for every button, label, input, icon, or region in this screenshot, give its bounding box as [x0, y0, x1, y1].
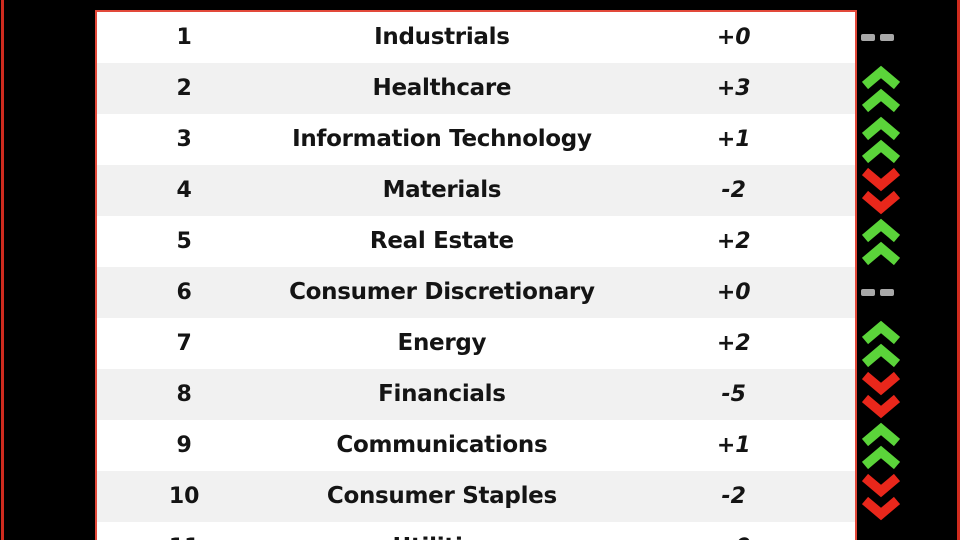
no-change-dash-icon — [861, 34, 899, 41]
change-cell: +0 — [612, 536, 855, 540]
sector-cell: Real Estate — [369, 228, 514, 254]
sector-cell: Energy — [397, 330, 487, 356]
double-chevron-up-icon — [861, 65, 901, 112]
change-cell: -2 — [721, 483, 746, 509]
movement-icon-slot — [858, 165, 958, 216]
rank-cell: 4 — [176, 177, 192, 203]
table-row: 6 Consumer Discretionary +0 — [97, 267, 855, 318]
change-cell: +2 — [716, 228, 751, 254]
change-cell: -5 — [721, 381, 746, 407]
sector-cell: Consumer Staples — [326, 483, 557, 509]
double-chevron-up-icon — [861, 116, 901, 163]
movement-icon-slot — [858, 420, 958, 471]
movement-icon-slot — [858, 216, 958, 267]
sector-rank-table: 1 Industrials +0 2 Healthcare +3 3 Information … — [95, 10, 857, 540]
movement-icon-column — [858, 12, 958, 540]
rank-cell: 6 — [176, 279, 192, 305]
rank-cell: 3 — [176, 126, 192, 152]
movement-icon-slot — [858, 471, 958, 522]
rank-cell: 11 — [97, 536, 271, 540]
rank-cell: 1 — [176, 24, 192, 50]
movement-icon-slot — [858, 114, 958, 165]
change-cell: +1 — [716, 126, 751, 152]
table-row: 5 Real Estate +2 — [97, 216, 855, 267]
rank-cell: 7 — [176, 330, 192, 356]
movement-icon-slot — [858, 63, 958, 114]
rank-cell: 8 — [176, 381, 192, 407]
change-cell: +1 — [716, 432, 751, 458]
movement-icon-slot — [858, 369, 958, 420]
table-row: 2 Healthcare +3 — [97, 63, 855, 114]
table-row: 7 Energy +2 — [97, 318, 855, 369]
double-chevron-up-icon — [861, 422, 901, 469]
movement-icon-slot — [858, 318, 958, 369]
page-right-border-line — [957, 0, 960, 540]
sector-cell: Materials — [382, 177, 502, 203]
rank-cell: 5 — [176, 228, 192, 254]
change-cell: +0 — [716, 279, 751, 305]
double-chevron-up-icon — [861, 320, 901, 367]
sector-cell: Communications — [336, 432, 548, 458]
table-row: 9 Communications +1 — [97, 420, 855, 471]
sector-cell: Healthcare — [372, 75, 512, 101]
double-chevron-down-icon — [861, 371, 901, 418]
sector-cell: Financials — [378, 381, 506, 407]
sector-cell: Information Technology — [292, 126, 592, 152]
table-row: 11Utilities+0 — [97, 522, 855, 540]
movement-icon-slot — [858, 267, 958, 318]
sector-cell: Utilities — [271, 536, 612, 540]
sector-cell: Industrials — [374, 24, 510, 50]
double-chevron-down-icon — [861, 473, 901, 520]
rank-cell: 10 — [168, 483, 200, 509]
no-change-dash-icon — [861, 289, 899, 296]
rank-cell: 2 — [176, 75, 192, 101]
double-chevron-down-icon — [861, 167, 901, 214]
table-row: 1 Industrials +0 — [97, 12, 855, 63]
double-chevron-up-icon — [861, 218, 901, 265]
change-cell: +0 — [716, 24, 751, 50]
movement-icon-slot — [858, 522, 958, 540]
table-row: 8 Financials -5 — [97, 369, 855, 420]
table-row: 4 Materials -2 — [97, 165, 855, 216]
table-row: 3 Information Technology +1 — [97, 114, 855, 165]
page-left-border-line — [1, 0, 4, 540]
rank-cell: 9 — [176, 432, 192, 458]
movement-icon-slot — [858, 12, 958, 63]
change-cell: -2 — [721, 177, 746, 203]
table-row: 10 Consumer Staples -2 — [97, 471, 855, 522]
change-cell: +2 — [716, 330, 751, 356]
change-cell: +3 — [716, 75, 751, 101]
sector-cell: Consumer Discretionary — [289, 279, 595, 305]
